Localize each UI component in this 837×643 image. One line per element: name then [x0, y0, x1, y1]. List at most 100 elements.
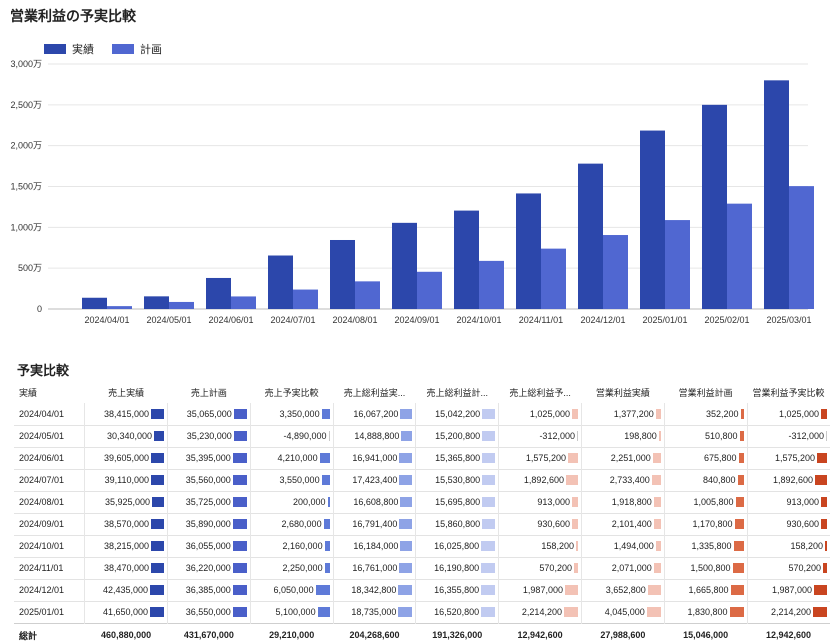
cell-value: 42,435,000: [102, 585, 148, 595]
column-header[interactable]: 営業利益計画: [678, 387, 733, 398]
cell-databar: [482, 453, 496, 463]
column-header[interactable]: 売上計画: [190, 387, 227, 398]
cell-value: 913,000: [786, 497, 819, 507]
cell-databar: [573, 563, 578, 573]
cell-databar: [646, 607, 661, 617]
column-header[interactable]: 売上総利益予...: [509, 387, 571, 398]
cell-databar: [813, 607, 827, 617]
bar-actual: [578, 163, 603, 309]
total-cell: 12,942,600: [498, 622, 582, 643]
cell-databar: [482, 497, 496, 507]
cell-databar: [315, 585, 330, 595]
cell-databar: [150, 541, 164, 551]
y-tick-label: 1,000万: [10, 222, 42, 232]
cell-databar: [739, 431, 744, 441]
table-cell: 35,560,000: [166, 469, 251, 491]
bar-actual: [702, 104, 727, 309]
table-row: 2024/09/01 38,570,000 35,890,000 2,680,000 1…: [14, 513, 830, 535]
table-cell: 1,377,200: [580, 403, 665, 425]
column-header[interactable]: 実績: [19, 387, 38, 398]
cell-value: 35,230,000: [186, 431, 232, 441]
comparison-table-wrapper: 実績 売上実績 売上計画 売上予実比較 売上総利益実... 売上総利益計... 売上総利益予…: [14, 381, 830, 643]
cell-value: 200,000: [293, 497, 326, 507]
cell-value: -4,890,000: [283, 431, 327, 441]
column-header[interactable]: 売上総利益計...: [426, 387, 489, 398]
cell-databar: [653, 519, 661, 529]
table-cell: 42,435,000: [84, 579, 168, 601]
cell-value: 38,415,000: [103, 408, 149, 419]
bar-plan: [231, 296, 256, 309]
cell-databar: [482, 431, 496, 441]
cell-databar: [655, 408, 661, 419]
table-cell: 2,251,000: [580, 447, 665, 469]
cell-databar: [735, 497, 744, 507]
row-label: 2024/11/01: [19, 563, 64, 573]
y-tick-label: 2,500万: [10, 100, 42, 110]
cell-databar: [400, 541, 413, 551]
column-header[interactable]: 営業利益実績: [595, 387, 650, 398]
cell-value: 18,342,800: [351, 585, 397, 595]
cell-value: 30,340,000: [106, 431, 152, 441]
cell-databar: [571, 519, 578, 529]
cell-databar: [401, 431, 413, 441]
cell-databar: [567, 453, 578, 463]
cell-value: 1,025,000: [778, 408, 819, 419]
table-cell: 18,342,800: [332, 579, 416, 601]
y-tick-label: 500万: [18, 263, 42, 273]
cell-value: 35,890,000: [185, 519, 231, 529]
row-label: 2024/05/01: [19, 431, 65, 441]
cell-databar: [232, 541, 247, 551]
row-label: 2024/12/01: [19, 585, 65, 595]
table-cell: 16,520,800: [415, 601, 499, 623]
bar-actual: [82, 297, 107, 309]
table-cell: 16,025,800: [415, 535, 499, 557]
total-label: 総計: [14, 622, 85, 643]
column-header[interactable]: 売上実績: [108, 387, 145, 398]
cell-value: 158,200: [541, 541, 574, 551]
cell-value: 913,000: [537, 497, 570, 507]
x-tick-label: 2024/09/01: [394, 315, 439, 325]
row-label: 2024/10/01: [19, 541, 65, 551]
cell-value: 16,184,000: [353, 541, 399, 551]
cell-databar: [652, 453, 661, 463]
cell-databar: [565, 475, 578, 485]
cell-databar: [482, 519, 496, 529]
table-cell: 38,215,000: [84, 535, 168, 557]
legend-label-actual: 実績: [72, 44, 94, 56]
table-cell: 35,725,000: [166, 491, 251, 513]
table-cell: 1,025,000: [746, 403, 830, 425]
table-row: 2024/07/01 39,110,000 35,560,000 3,550,000 1…: [14, 469, 830, 491]
x-tick-label: 2025/02/01: [704, 315, 749, 325]
table-cell: 2,101,400: [580, 513, 665, 535]
bar-plan: [293, 289, 318, 309]
chart-legend: 実績 計画: [44, 41, 180, 57]
table-cell: 14,888,800: [332, 425, 416, 447]
cell-value: 36,550,000: [185, 607, 231, 617]
cell-value: 2,680,000: [281, 519, 322, 529]
column-header[interactable]: 売上予実比較: [264, 387, 319, 398]
cell-value: 2,160,000: [282, 541, 323, 551]
table-cell: 1,892,600: [498, 469, 582, 491]
legend-item-actual[interactable]: 実績: [44, 41, 94, 57]
column-header[interactable]: 営業利益予実比較: [752, 387, 825, 398]
table-row: 2025/01/01 41,650,000 36,550,000 5,100,000 1…: [14, 601, 830, 623]
table-row: 2024/12/01 42,435,000 36,385,000 6,050,000 1…: [14, 579, 830, 601]
cell-databar: [232, 585, 247, 595]
table-cell: 570,200: [498, 557, 582, 579]
cell-value: 18,735,000: [351, 607, 397, 617]
table-cell: 36,220,000: [166, 557, 251, 579]
cell-value: 1,335,800: [691, 541, 732, 551]
table-cell: 35,890,000: [166, 513, 251, 535]
table-cell: 2,250,000: [249, 557, 334, 579]
cell-databar: [232, 607, 247, 617]
legend-item-plan[interactable]: 計画: [112, 41, 162, 57]
table-cell: 1,987,000: [498, 579, 582, 601]
table-cell: 16,184,000: [332, 535, 416, 557]
column-header[interactable]: 売上総利益実...: [343, 387, 406, 398]
cell-value: 1,575,200: [525, 453, 566, 463]
cell-databar: [655, 541, 661, 551]
table-cell: 15,042,200: [415, 403, 499, 425]
table-cell: -312,000: [746, 425, 830, 447]
cell-databar: [815, 475, 827, 485]
table-cell: 16,355,800: [415, 579, 499, 601]
